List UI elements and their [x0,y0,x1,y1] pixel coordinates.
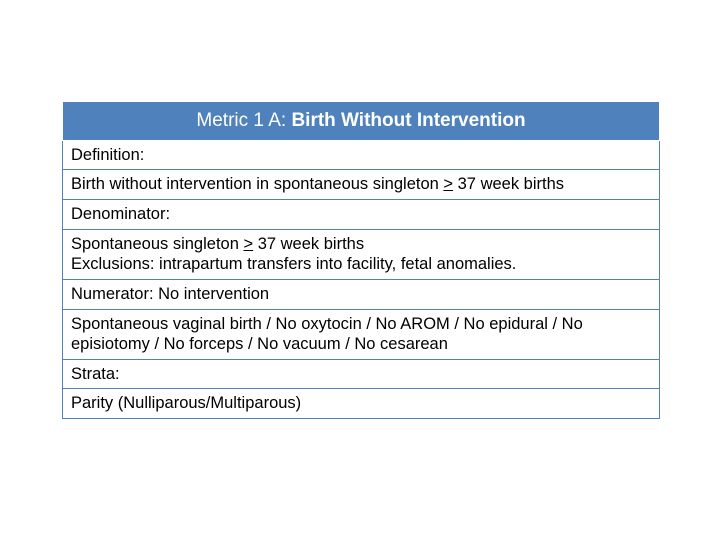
table-row: Parity (Nulliparous/Multiparous) [63,389,660,419]
text-part: 37 week births [453,175,564,193]
definition-text-cell: Birth without intervention in spontaneou… [63,170,660,200]
table-header-row: Metric 1 A: Birth Without Intervention [63,102,660,141]
numerator-text-cell: Spontaneous vaginal birth / No oxytocin … [63,309,660,359]
strata-text-cell: Parity (Nulliparous/Multiparous) [63,389,660,419]
text-part: Birth without intervention in spontaneou… [71,175,443,193]
definition-label-cell: Definition: [63,140,660,170]
strata-label-cell: Strata: [63,359,660,389]
table-row: Spontaneous vaginal birth / No oxytocin … [63,309,660,359]
numerator-label-cell: Numerator: No intervention [63,279,660,309]
metric-table: Metric 1 A: Birth Without Intervention D… [62,101,660,419]
table-header-cell: Metric 1 A: Birth Without Intervention [63,102,660,141]
denominator-label-cell: Denominator: [63,200,660,230]
table-row: Birth without intervention in spontaneou… [63,170,660,200]
table-row: Numerator: No intervention [63,279,660,309]
gte-symbol: > [243,235,253,253]
table-row: Definition: [63,140,660,170]
gte-symbol: > [443,175,453,193]
table-row: Spontaneous singleton > 37 week births E… [63,229,660,279]
text-part: Spontaneous singleton [71,235,243,253]
table-row: Denominator: [63,200,660,230]
metric-title: Birth Without Intervention [291,110,525,131]
slide: Metric 1 A: Birth Without Intervention D… [0,0,720,540]
denominator-text-cell: Spontaneous singleton > 37 week births E… [63,229,660,279]
table-row: Strata: [63,359,660,389]
metric-id-prefix: Metric 1 A: [196,110,291,131]
